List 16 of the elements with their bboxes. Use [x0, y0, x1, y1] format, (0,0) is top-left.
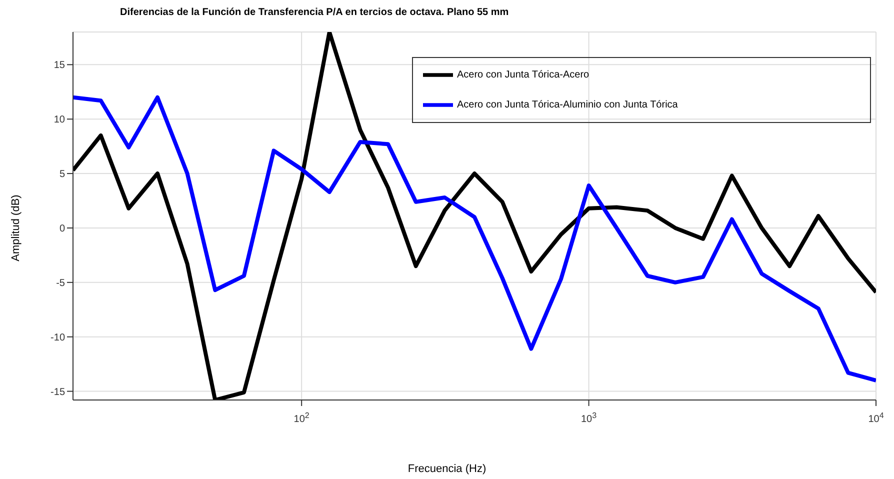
y-tick-label: 15 — [54, 60, 66, 72]
y-tick-label: -10 — [50, 332, 66, 344]
line-series — [73, 95, 876, 382]
y-tick-label: -15 — [50, 386, 66, 398]
y-tick-label: 5 — [59, 169, 66, 180]
y-tick-label: 10 — [54, 114, 66, 126]
chart-title: Diferencias de la Función de Transferencia P/A en tercios de octava. Plano 55 mm — [120, 7, 509, 18]
x-axis-title: Frecuencia (Hz) — [406, 463, 488, 475]
x-tick-label: 10$^{2}$ — [294, 410, 310, 425]
y-axis-title: Amplitud (dB) — [10, 194, 22, 262]
legend-label: Acero con Junta Tórica-Aluminio con Junta Tórica — [457, 100, 678, 111]
y-tick-label: -5 — [56, 278, 66, 289]
y-tick-label: 0 — [59, 224, 66, 235]
x-tick-label: 10$^{4}$ — [868, 410, 884, 425]
x-tick-label: 10$^{3}$ — [581, 410, 598, 425]
legend-label: Acero con Junta Tórica-Acero — [457, 70, 590, 81]
